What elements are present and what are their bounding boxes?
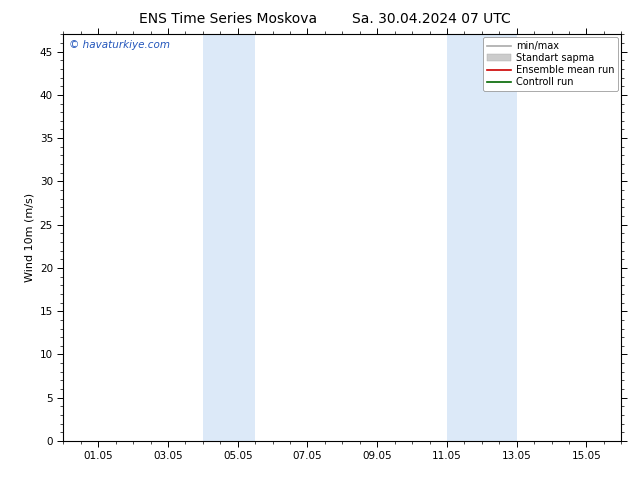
Text: © havaturkiye.com: © havaturkiye.com [69,40,170,50]
Text: ENS Time Series Moskova: ENS Time Series Moskova [139,12,317,26]
Legend: min/max, Standart sapma, Ensemble mean run, Controll run: min/max, Standart sapma, Ensemble mean r… [483,37,618,91]
Bar [203,34,255,441]
Text: Sa. 30.04.2024 07 UTC: Sa. 30.04.2024 07 UTC [352,12,510,26]
Bar [447,34,517,441]
Y-axis label: Wind 10m (m/s): Wind 10m (m/s) [24,193,34,282]
